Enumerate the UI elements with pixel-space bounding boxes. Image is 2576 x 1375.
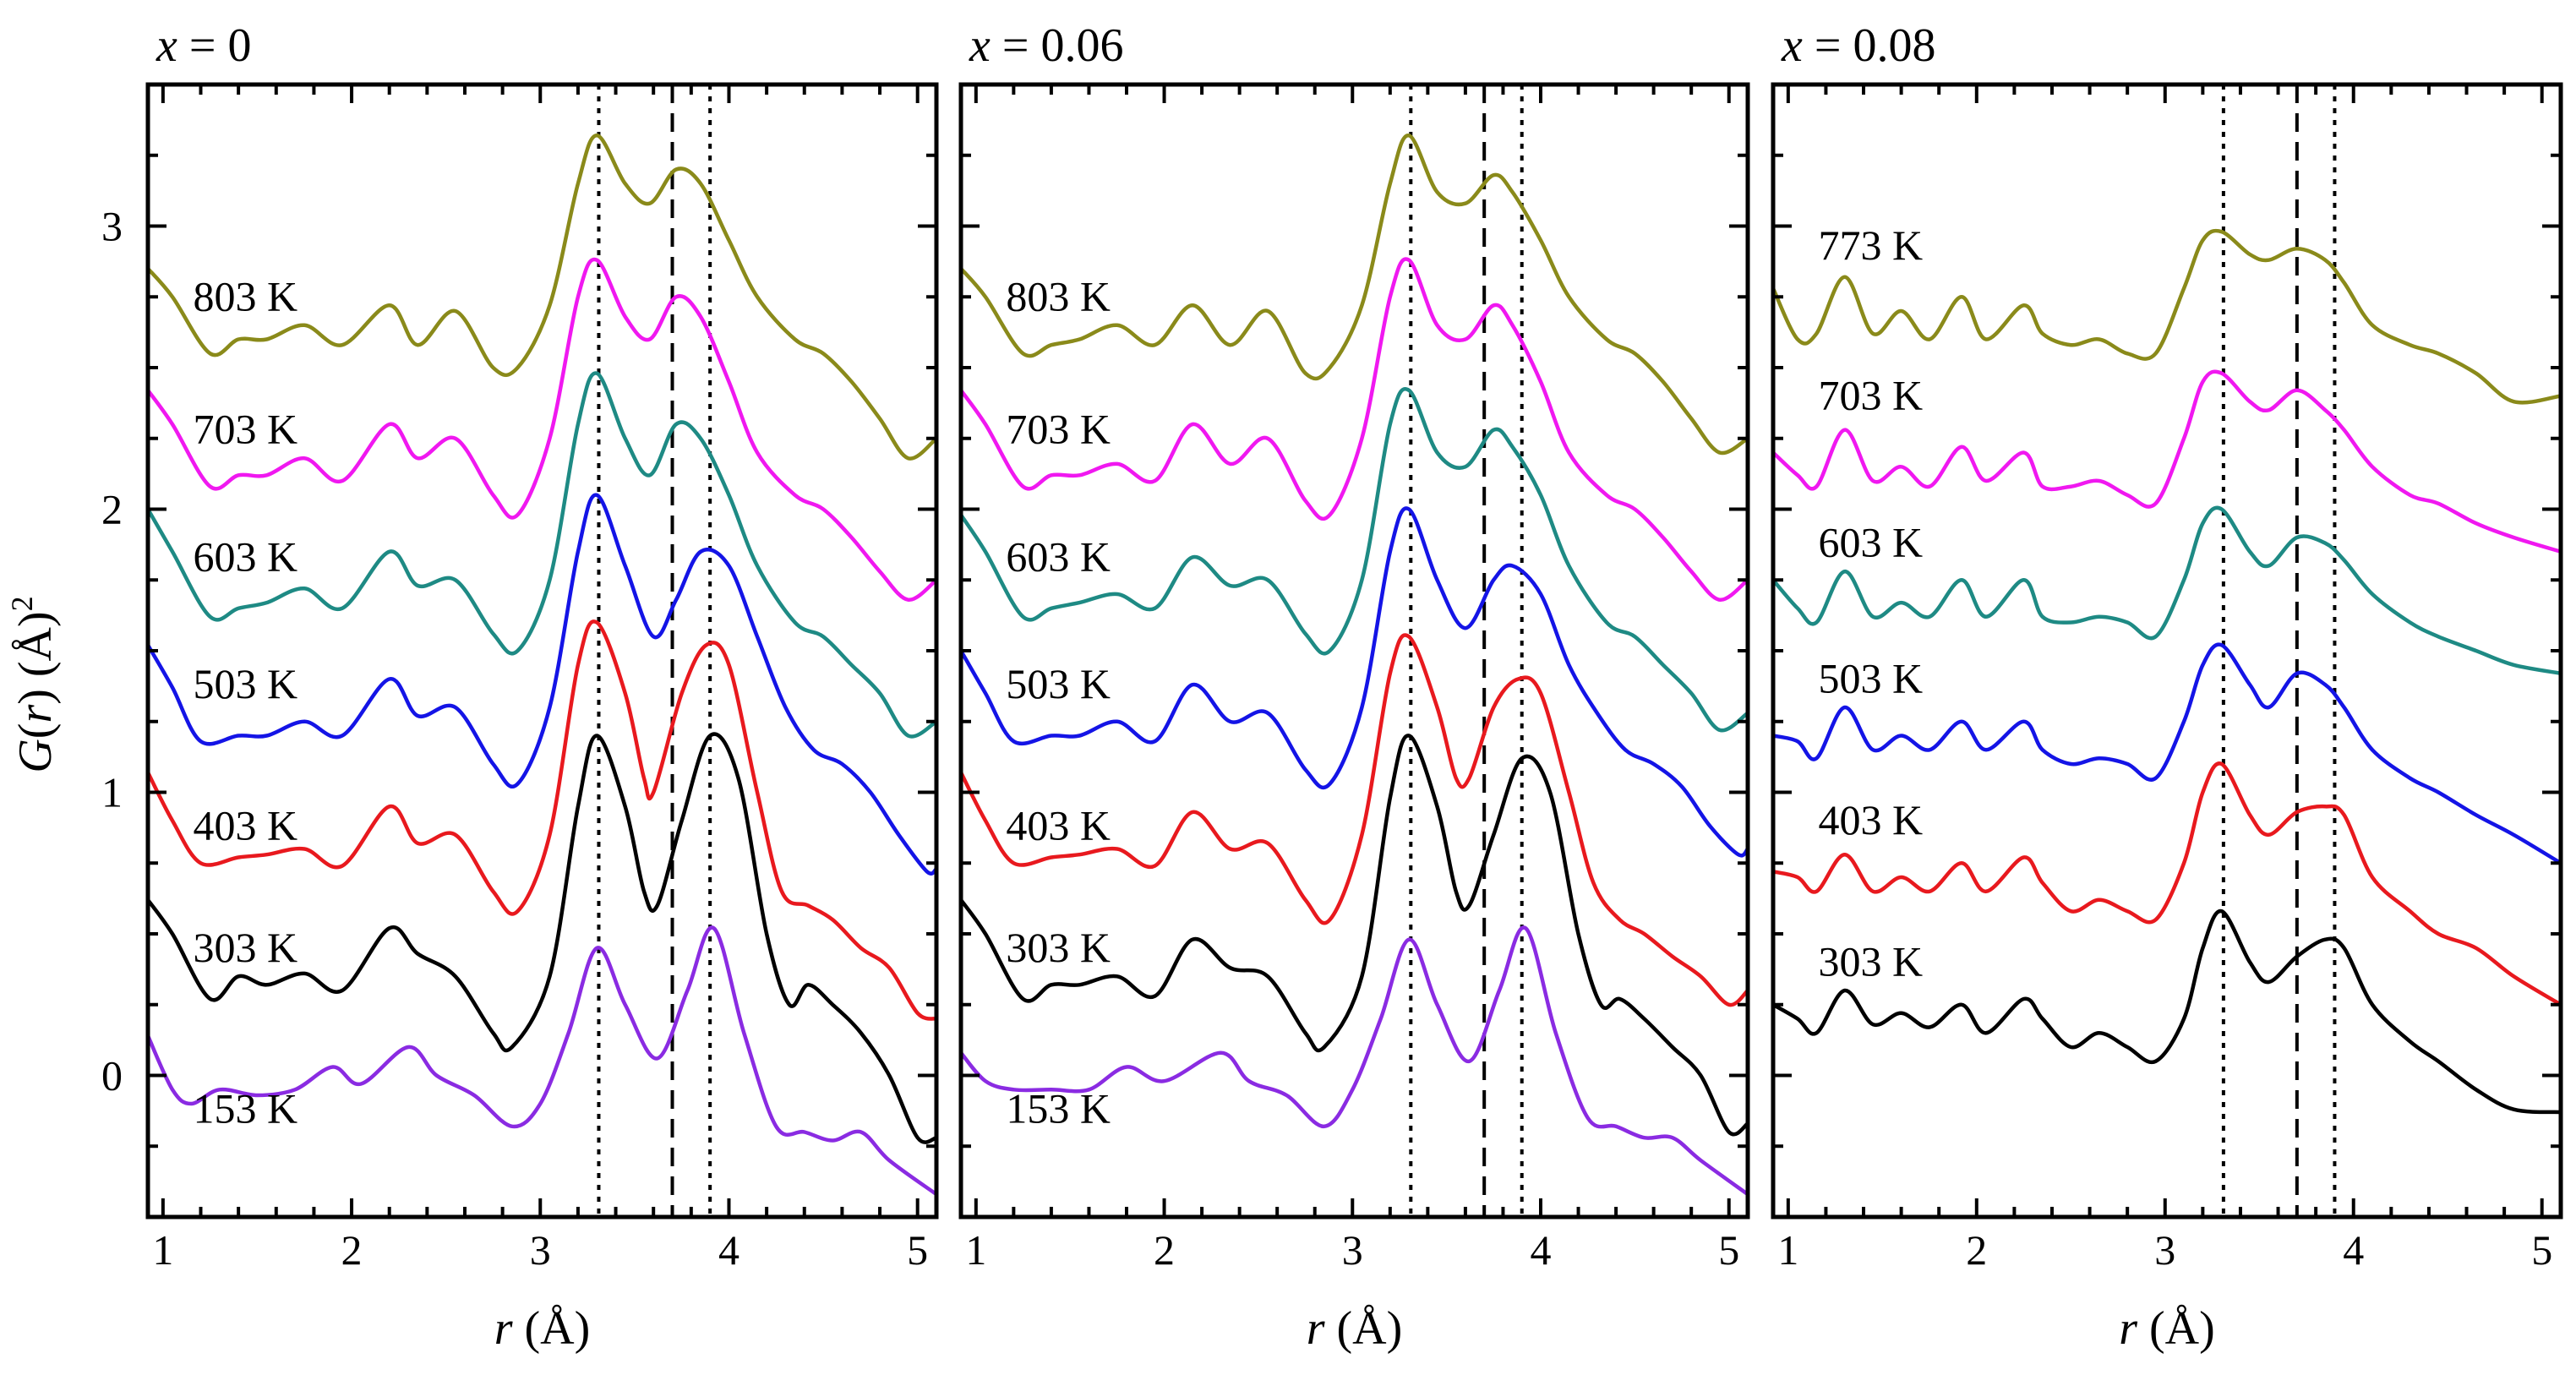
x-tick-label: 4 [2343,1226,2364,1274]
panel-3: x = 0.08 303 K 403 K 503 K 603 K 703 K 773 K 1 2… [1771,19,2563,1355]
series-label: 603 K [193,532,297,580]
series-label: 703 K [1818,372,1923,419]
plot-frame [958,82,1750,1219]
y-tick-label: 0 [101,1052,123,1099]
series-line-703-K [146,257,938,602]
series-line-773-K [1771,228,2562,405]
series-label: 403 K [1006,802,1111,849]
series-label: 803 K [1006,272,1111,319]
panel-1: x = 0 153 K 303 K 403 K 503 K 603 K 703 K 803 K… [101,19,939,1355]
panel-title: x = 0.08 [1781,19,1935,72]
series-line-603-K [959,387,1749,733]
series-label: 703 K [1006,406,1111,453]
series-line-603-K [1771,505,2562,676]
series-label: 153 K [193,1085,297,1132]
x-tick-label: 1 [965,1226,986,1274]
series-line-303-K [146,732,937,1144]
series-line-153-K [959,925,1749,1197]
series-label: 503 K [1818,655,1923,702]
series-line-403-K [145,619,937,1021]
series-label: 403 K [1818,796,1923,843]
x-tick-label: 3 [530,1226,551,1274]
series-label: 303 K [193,924,297,971]
x-tick-label: 3 [1342,1226,1363,1274]
series-line-403-K [958,633,1749,1007]
series-label: 603 K [1006,532,1111,580]
panels: x = 0 153 K 303 K 403 K 503 K 603 K 703 K 803 K… [101,19,2563,1355]
series-label: 803 K [193,272,297,319]
x-tick-label: 1 [152,1226,173,1274]
y-tick-label: 2 [101,486,123,533]
plot-frame [145,82,939,1219]
series-label: 153 K [1006,1085,1111,1132]
x-tick-label: 3 [2154,1226,2175,1274]
x-tick-label: 5 [1718,1226,1739,1274]
series-line-403-K [1772,761,2562,1007]
x-tick-label: 1 [1777,1226,1798,1274]
series-line-703-K [959,257,1749,602]
series-line-803-K [959,134,1749,456]
series-label: 503 K [1006,660,1111,707]
series-label: 773 K [1818,221,1923,269]
x-axis-title: r (Å) [2119,1302,2215,1355]
panel-title: x = 0.06 [969,19,1123,72]
series-line-703-K [1771,369,2562,554]
x-tick-label: 5 [907,1226,928,1274]
x-axis-title: r (Å) [1307,1302,1403,1355]
y-axis-title: G(r) (Å)2 [5,596,62,772]
series-line-503-K [959,506,1749,858]
series-line-503-K [1772,642,2562,865]
series-label: 403 K [193,802,297,849]
series-line-503-K [146,493,938,876]
x-tick-label: 2 [1966,1226,1987,1274]
series-label: 603 K [1818,519,1923,566]
series-label: 303 K [1006,924,1111,971]
series-line-803-K [146,134,938,461]
y-tick-label: 1 [101,769,123,816]
x-tick-label: 2 [341,1226,363,1274]
series-label: 703 K [193,406,297,453]
y-tick-label: 3 [101,203,123,250]
x-tick-label: 4 [718,1226,740,1274]
series-line-603-K [146,371,938,739]
series-line-153-K [145,925,938,1197]
x-tick-label: 5 [2531,1226,2552,1274]
panel-2: x = 0.06 153 K 303 K 403 K 503 K 603 K 703 K 80… [958,19,1750,1355]
x-tick-label: 2 [1154,1226,1175,1274]
series-label: 503 K [193,660,297,707]
series-line-303-K [1771,908,2562,1115]
x-axis-title: r (Å) [494,1302,591,1355]
x-tick-label: 4 [1531,1226,1552,1274]
panel-title: x = 0 [156,19,251,72]
series-line-303-K [959,734,1749,1137]
series-label: 303 K [1818,938,1923,985]
